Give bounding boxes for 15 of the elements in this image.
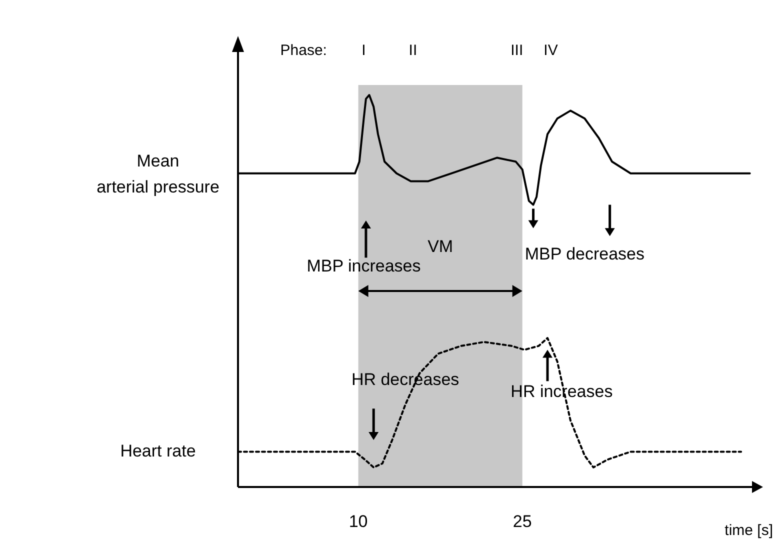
x-tick-label: 10 <box>348 512 368 531</box>
series-label: Mean arterial pressure <box>96 151 220 196</box>
band-label: VM <box>428 236 454 256</box>
annotation: HR decreases <box>351 370 460 390</box>
annotation: HR increases <box>510 382 613 401</box>
x-axis-title: time [s] <box>724 522 773 539</box>
text: III <box>510 42 524 59</box>
annotation: MBP decreases <box>524 244 645 264</box>
x-tick-label: 25 <box>512 512 532 531</box>
text: Phase: <box>280 42 327 59</box>
text: I <box>362 42 366 59</box>
text: II <box>408 42 418 59</box>
annotation: MBP increases <box>306 256 421 276</box>
text: Heart rate <box>120 442 196 461</box>
text: IV <box>544 42 558 59</box>
